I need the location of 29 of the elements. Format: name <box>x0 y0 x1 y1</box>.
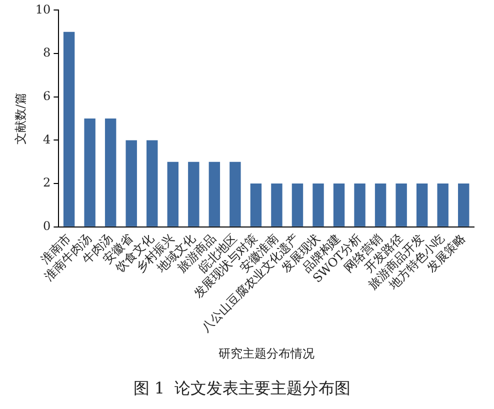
bar <box>374 184 386 226</box>
bar <box>146 140 158 226</box>
x-axis-title: 研究主题分布情况 <box>218 346 314 361</box>
y-tick-label: 4 <box>43 132 52 146</box>
bar <box>333 184 345 226</box>
bar <box>292 184 304 226</box>
bar <box>354 184 366 226</box>
bar <box>167 162 178 226</box>
y-tick-label: 8 <box>43 46 51 60</box>
bar <box>396 184 407 226</box>
bar <box>416 184 428 226</box>
bar <box>271 184 282 226</box>
y-tick-label: 6 <box>43 88 51 103</box>
bar <box>250 184 262 226</box>
bar <box>437 184 448 226</box>
y-tick-label: 2 <box>43 176 51 190</box>
bar <box>188 162 200 226</box>
bar <box>230 162 241 226</box>
bar <box>312 184 324 226</box>
y-tick-label: 10 <box>35 2 51 16</box>
y-axis-title: 文献数/篇 <box>13 92 28 145</box>
bar <box>63 32 75 226</box>
text: 图 1 论文发表主要主题分布图 <box>133 378 351 398</box>
bar <box>126 140 137 226</box>
bar <box>104 118 116 226</box>
bar <box>84 118 96 226</box>
bar <box>458 184 470 226</box>
bar <box>208 162 220 226</box>
y-tick-label: 0 <box>43 219 51 234</box>
